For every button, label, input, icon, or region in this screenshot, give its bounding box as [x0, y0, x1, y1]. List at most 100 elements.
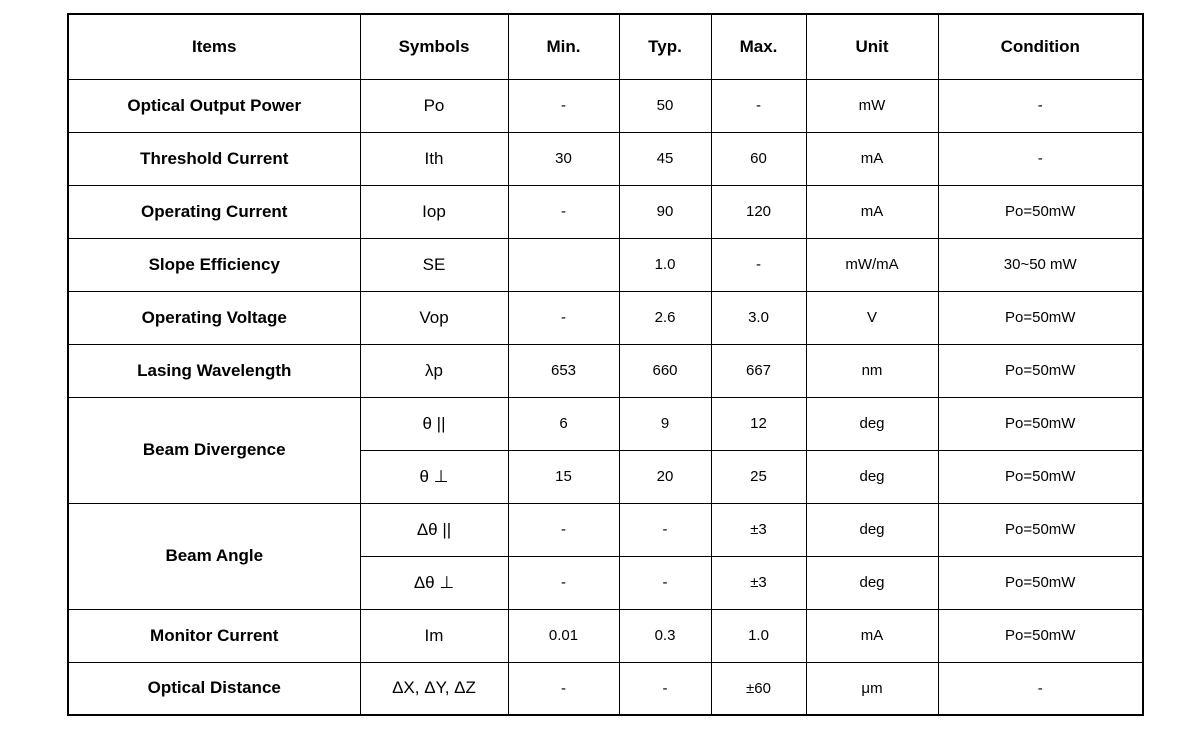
unit-cell: nm [805, 343, 939, 398]
typ-cell: 45 [618, 131, 712, 186]
unit-cell: deg [805, 396, 939, 451]
max-cell: 12 [710, 396, 807, 451]
max-cell: 1.0 [710, 608, 807, 663]
unit-cell: mA [805, 184, 939, 239]
header-cell-items: Items [67, 13, 361, 80]
typ-cell: 50 [618, 78, 712, 133]
item-cell: Optical Output Power [67, 78, 361, 133]
condition-cell: Po=50mW [937, 608, 1144, 663]
symbol-cell: Δθ ⊥ [359, 555, 509, 610]
typ-cell: 0.3 [618, 608, 712, 663]
typ-cell: 660 [618, 343, 712, 398]
table-row: Beam Divergence θ || 6 9 12 deg Po=50mW [67, 396, 1144, 504]
item-cell: Monitor Current [67, 608, 361, 663]
max-cell: - [710, 237, 807, 292]
max-cell: 667 [710, 343, 807, 398]
unit-cell: mA [805, 608, 939, 663]
max-cell: - [710, 78, 807, 133]
min-cell: 15 [507, 449, 620, 504]
condition-cell: Po=50mW [937, 290, 1144, 345]
unit-cell: deg [805, 555, 939, 610]
max-cell: ±60 [710, 661, 807, 716]
typ-cell: 9 [618, 396, 712, 451]
max-cell: 60 [710, 131, 807, 186]
table-row: Operating Current Iop - 90 120 mA Po=50m… [67, 184, 1144, 239]
unit-cell: deg [805, 449, 939, 504]
unit-cell: μm [805, 661, 939, 716]
symbol-cell: θ ⊥ [359, 449, 509, 504]
symbol-cell: ΔX, ΔY, ΔZ [359, 661, 509, 716]
condition-cell: - [937, 78, 1144, 133]
item-cell: Operating Current [67, 184, 361, 239]
header-cell-symbols: Symbols [359, 13, 509, 80]
table-row: Slope Efficiency SE 1.0 - mW/mA 30~50 mW [67, 237, 1144, 292]
symbol-cell: Vop [359, 290, 509, 345]
max-cell: ±3 [710, 502, 807, 557]
typ-cell: - [618, 502, 712, 557]
min-cell: - [507, 290, 620, 345]
unit-cell: deg [805, 502, 939, 557]
typ-cell: 1.0 [618, 237, 712, 292]
typ-cell: 20 [618, 449, 712, 504]
symbol-cell: θ || [359, 396, 509, 451]
typ-cell: - [618, 661, 712, 716]
item-cell: Optical Distance [67, 661, 361, 716]
unit-cell: V [805, 290, 939, 345]
min-cell: 30 [507, 131, 620, 186]
table-row: Optical Output Power Po - 50 - mW - [67, 78, 1144, 133]
symbol-cell: Im [359, 608, 509, 663]
max-cell: 3.0 [710, 290, 807, 345]
unit-cell: mW [805, 78, 939, 133]
typ-cell: 90 [618, 184, 712, 239]
max-cell: 25 [710, 449, 807, 504]
symbol-cell: Iop [359, 184, 509, 239]
item-cell: Beam Angle [67, 502, 361, 610]
header-cell-unit: Unit [805, 13, 939, 80]
spec-table: Items Symbols Min. Typ. Max. Unit Condit… [67, 13, 1144, 716]
max-cell: ±3 [710, 555, 807, 610]
max-cell: 120 [710, 184, 807, 239]
unit-cell: mW/mA [805, 237, 939, 292]
min-cell [507, 237, 620, 292]
item-cell: Lasing Wavelength [67, 343, 361, 398]
unit-cell: mA [805, 131, 939, 186]
table-row: Monitor Current Im 0.01 0.3 1.0 mA Po=50… [67, 608, 1144, 663]
table-row: Δθ ⊥ - - ±3 deg Po=50mW [68, 555, 1144, 610]
condition-cell: Po=50mW [937, 449, 1144, 504]
min-cell: - [507, 78, 620, 133]
min-cell: - [507, 661, 620, 716]
min-cell: 653 [507, 343, 620, 398]
typ-cell: 2.6 [618, 290, 712, 345]
table-row: Optical Distance ΔX, ΔY, ΔZ - - ±60 μm - [67, 661, 1144, 716]
table-row: Threshold Current Ith 30 45 60 mA - [67, 131, 1144, 186]
min-cell: 6 [507, 396, 620, 451]
header-cell-condition: Condition [937, 13, 1144, 80]
table-header-row: Items Symbols Min. Typ. Max. Unit Condit… [67, 13, 1144, 80]
symbol-cell: SE [359, 237, 509, 292]
header-cell-typ: Typ. [618, 13, 712, 80]
item-cell: Operating Voltage [67, 290, 361, 345]
symbol-cell: Ith [359, 131, 509, 186]
min-cell: 0.01 [507, 608, 620, 663]
table-row: Lasing Wavelength λp 653 660 667 nm Po=5… [67, 343, 1144, 398]
item-cell: Threshold Current [67, 131, 361, 186]
symbol-cell: λp [359, 343, 509, 398]
item-cell: Slope Efficiency [67, 237, 361, 292]
item-cell: Beam Divergence [67, 396, 361, 504]
condition-cell: Po=50mW [937, 502, 1144, 557]
symbol-cell: Po [359, 78, 509, 133]
condition-cell: Po=50mW [937, 555, 1144, 610]
condition-cell: Po=50mW [937, 184, 1144, 239]
condition-cell: - [937, 131, 1144, 186]
symbol-cell: Δθ || [359, 502, 509, 557]
min-cell: - [507, 555, 620, 610]
min-cell: - [507, 502, 620, 557]
condition-cell: - [937, 661, 1144, 716]
min-cell: - [507, 184, 620, 239]
table-row: Operating Voltage Vop - 2.6 3.0 V Po=50m… [67, 290, 1144, 345]
condition-cell: 30~50 mW [937, 237, 1144, 292]
condition-cell: Po=50mW [937, 343, 1144, 398]
table-row: Beam Angle Δθ || - - ±3 deg Po=50mW [67, 502, 1144, 610]
table-row: θ ⊥ 15 20 25 deg Po=50mW [68, 449, 1144, 504]
